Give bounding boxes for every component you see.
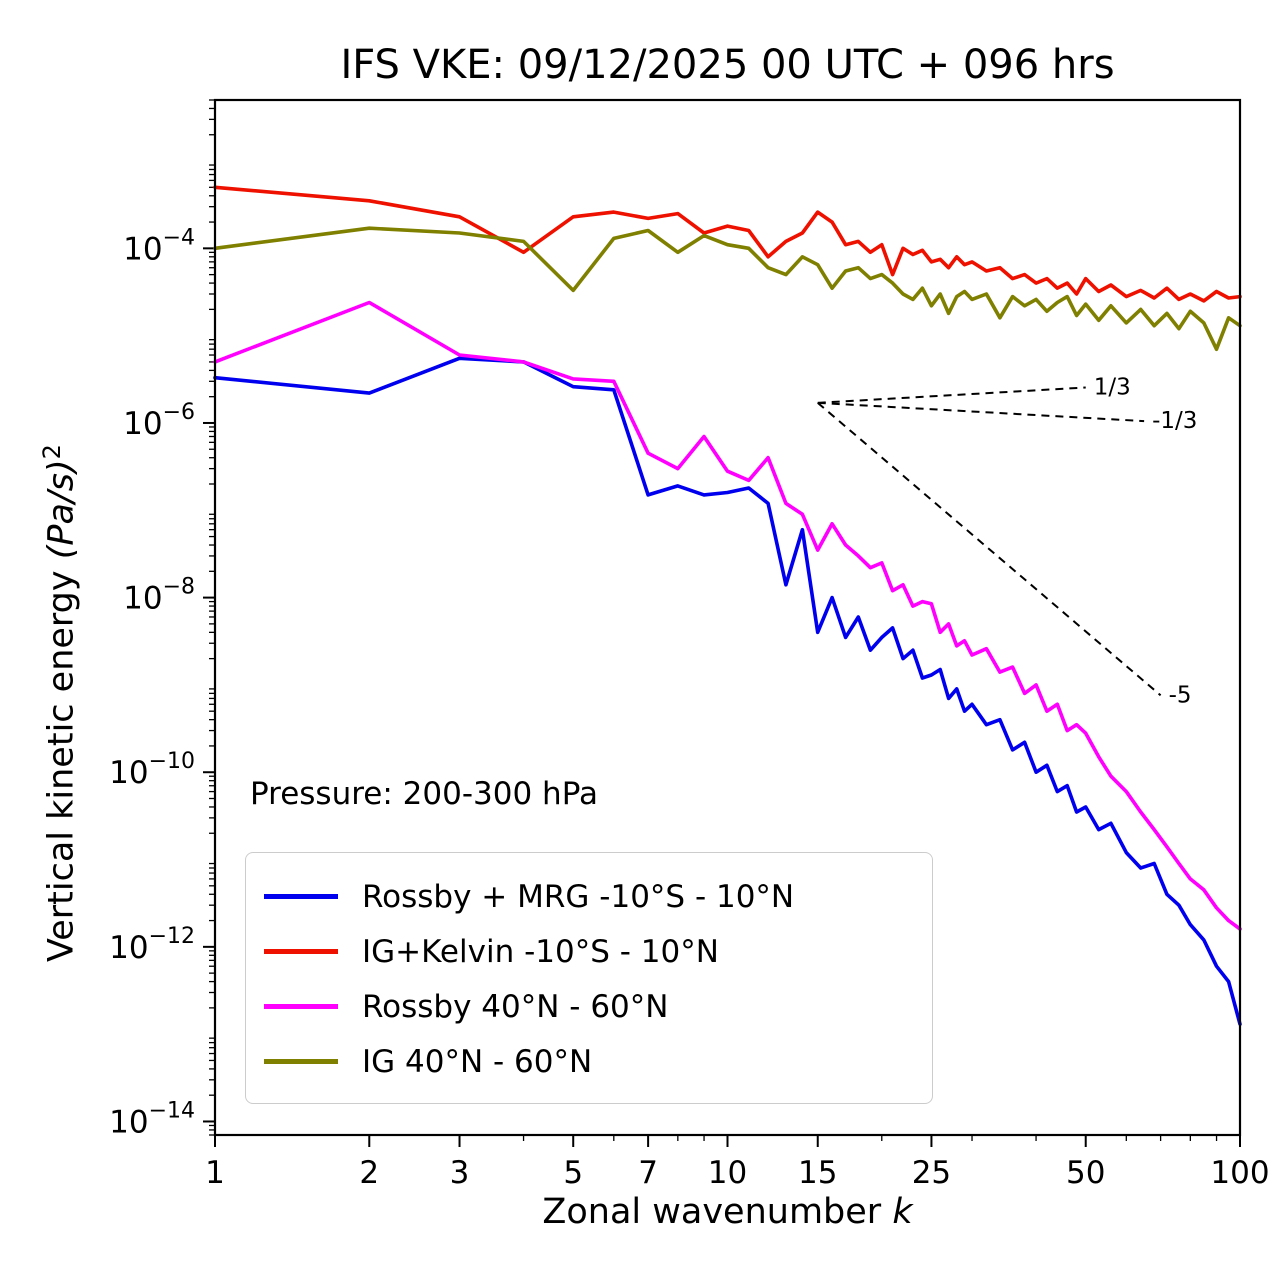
legend-label: Rossby 40°N - 60°N bbox=[362, 988, 669, 1025]
x-tick-label: 3 bbox=[450, 1155, 470, 1191]
y-tick-label: 10−12 bbox=[109, 924, 195, 966]
chart-title: IFS VKE: 09/12/2025 00 UTC + 096 hrs bbox=[340, 42, 1115, 88]
legend-label: IG 40°N - 60°N bbox=[362, 1043, 593, 1080]
x-tick-label: 2 bbox=[359, 1155, 379, 1191]
legend-row-ig-kelvin-tropics: IG+Kelvin -10°S - 10°N bbox=[264, 924, 912, 979]
legend-label: IG+Kelvin -10°S - 10°N bbox=[362, 933, 719, 970]
x-tick-label: 25 bbox=[912, 1155, 951, 1191]
x-tick-label: 5 bbox=[563, 1155, 583, 1191]
series-line-0 bbox=[213, 356, 1242, 1026]
y-tick-label: 10−10 bbox=[109, 749, 195, 791]
series-line-2 bbox=[213, 300, 1242, 931]
legend-line-ig-midlat bbox=[264, 1059, 338, 1064]
reference-slope-label: -1/3 bbox=[1152, 408, 1197, 434]
y-tick-label: 10−8 bbox=[123, 575, 195, 617]
series-line-3 bbox=[213, 226, 1242, 351]
x-tick-label: 1 bbox=[205, 1155, 225, 1191]
y-tick-label: 10−6 bbox=[123, 400, 195, 442]
legend: Rossby + MRG -10°S - 10°N IG+Kelvin -10°… bbox=[245, 852, 933, 1104]
y-tick-label: 10−14 bbox=[109, 1098, 195, 1140]
y-tick-label: 10−4 bbox=[123, 225, 195, 267]
x-tick-label: 10 bbox=[708, 1155, 747, 1191]
x-tick-label: 15 bbox=[798, 1155, 837, 1191]
reference-slope-line bbox=[817, 401, 1145, 423]
reference-slope-line bbox=[817, 402, 1162, 697]
reference-slope-label: -5 bbox=[1169, 682, 1192, 708]
legend-line-ig-kelvin-tropics bbox=[264, 949, 338, 954]
x-axis-label: Zonal wavenumber k bbox=[542, 1192, 913, 1232]
reference-slope-label: 1/3 bbox=[1094, 374, 1131, 400]
series-line-1 bbox=[213, 185, 1242, 303]
legend-row-rossby-midlat: Rossby 40°N - 60°N bbox=[264, 979, 912, 1034]
legend-line-rossby-mrg-tropics bbox=[264, 894, 338, 899]
legend-line-rossby-midlat bbox=[264, 1004, 338, 1009]
plot-frame bbox=[213, 98, 1242, 1137]
reference-slope-line bbox=[817, 386, 1086, 404]
x-tick-label: 7 bbox=[638, 1155, 658, 1191]
y-axis-label: Vertical kinetic energy (Pa/s)2 bbox=[38, 444, 82, 962]
x-tick-label: 100 bbox=[1210, 1155, 1269, 1191]
pressure-annotation: Pressure: 200-300 hPa bbox=[250, 776, 598, 812]
legend-row-rossby-mrg-tropics: Rossby + MRG -10°S - 10°N bbox=[264, 869, 912, 924]
legend-row-ig-midlat: IG 40°N - 60°N bbox=[264, 1034, 912, 1089]
x-tick-label: 50 bbox=[1066, 1155, 1105, 1191]
legend-label: Rossby + MRG -10°S - 10°N bbox=[362, 878, 795, 915]
